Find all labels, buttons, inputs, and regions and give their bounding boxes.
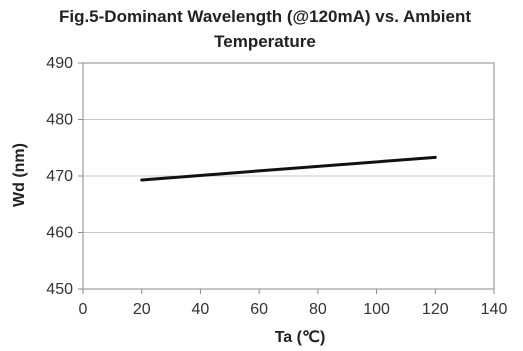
y-tick-label: 480 [46,112,73,129]
x-tick-label: 20 [133,301,151,318]
chart-title-line-2: Temperature [214,32,316,51]
grid [83,62,494,290]
y-axis-title: Wd (nm) [11,143,28,207]
y-tick-label: 490 [46,55,73,72]
y-tick-label: 460 [46,225,73,242]
y-tick-label: 450 [46,281,73,298]
x-tick-label: 140 [481,301,508,318]
x-tick-label: 60 [250,301,268,318]
x-axis-title: Ta (℃) [275,329,326,346]
y-tick-label: 470 [46,168,73,185]
series-line [141,155,436,182]
x-tick-label: 0 [79,301,88,318]
y-axis-ticks: 450 460 470 480 490 [46,55,83,298]
data-point [140,178,144,182]
chart-title-line-1: Fig.5-Dominant Wavelength (@120mA) vs. A… [59,7,471,26]
x-tick-label: 100 [363,301,390,318]
x-tick-label: 120 [422,301,449,318]
x-axis-ticks: 0 20 40 60 80 100 120 140 [79,289,508,318]
series-group [140,155,437,182]
x-tick-label: 80 [309,301,327,318]
x-tick-label: 40 [192,301,210,318]
data-point [433,155,437,159]
